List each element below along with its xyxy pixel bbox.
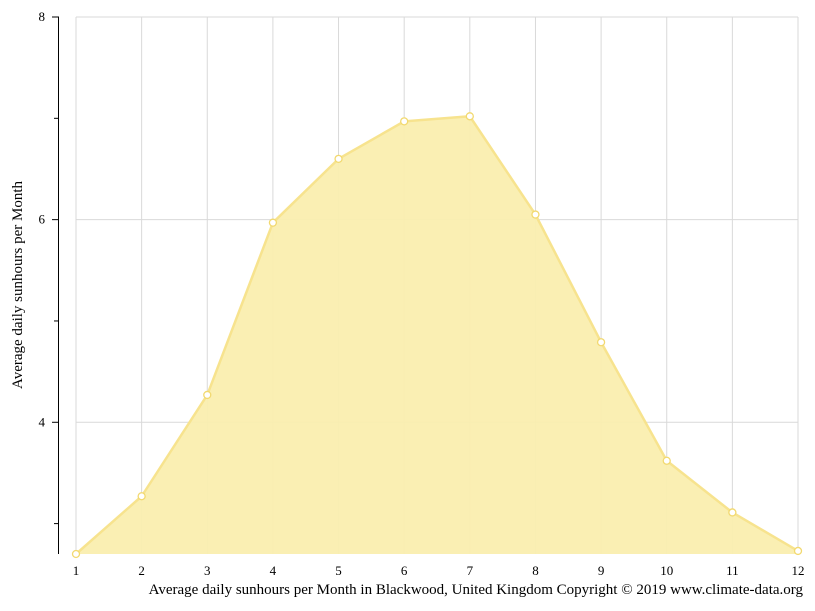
x-tick-label-8: 8 bbox=[532, 563, 539, 578]
data-point-5 bbox=[334, 154, 343, 163]
data-point-6 bbox=[400, 117, 409, 126]
data-point-11 bbox=[728, 508, 737, 517]
data-point-3 bbox=[203, 390, 212, 400]
x-tick-label-6: 6 bbox=[401, 563, 408, 578]
x-tick-label-1: 1 bbox=[73, 563, 80, 578]
y-tick-label-6: 6 bbox=[39, 212, 46, 227]
axes bbox=[52, 16, 59, 554]
x-tick-label-4: 4 bbox=[270, 563, 277, 578]
x-tick-label-2: 2 bbox=[138, 563, 145, 578]
chart-caption: Average daily sunhours per Month in Blac… bbox=[148, 582, 803, 598]
data-point-9 bbox=[596, 338, 606, 347]
data-point-12 bbox=[793, 546, 803, 556]
x-tick-label-5: 5 bbox=[335, 563, 342, 578]
data-point-4 bbox=[268, 218, 278, 227]
x-tick-labels: 1 2 3 4 5 6 7 8 9 10 11 12 bbox=[73, 563, 805, 578]
data-points bbox=[71, 112, 803, 559]
data-point-8 bbox=[531, 210, 540, 219]
data-point-1 bbox=[71, 549, 81, 559]
y-tick-label-8: 8 bbox=[39, 9, 46, 24]
x-tick-label-7: 7 bbox=[467, 563, 474, 578]
data-point-2 bbox=[137, 492, 146, 501]
x-tick-label-9: 9 bbox=[598, 563, 605, 578]
y-tick-labels: 4 6 8 bbox=[39, 9, 46, 429]
data-point-7 bbox=[465, 112, 474, 121]
sunhours-area bbox=[76, 116, 798, 554]
x-tick-label-10: 10 bbox=[660, 563, 673, 578]
x-tick-label-11: 11 bbox=[726, 563, 739, 578]
x-tick-label-3: 3 bbox=[204, 563, 211, 578]
y-tick-label-4: 4 bbox=[39, 414, 46, 429]
sunhours-line bbox=[75, 115, 799, 555]
x-tick-label-12: 12 bbox=[792, 563, 805, 578]
y-axis-title: Average daily sunhours per Month bbox=[10, 181, 26, 390]
data-point-10 bbox=[662, 456, 671, 465]
